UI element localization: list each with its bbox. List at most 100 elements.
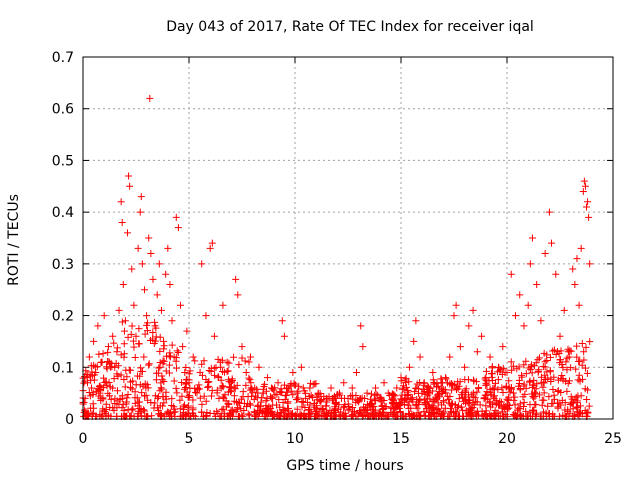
data-point: [533, 281, 541, 289]
data-point: [130, 301, 138, 309]
noise-point: [304, 398, 312, 406]
noise-point: [522, 384, 530, 392]
noise-point: [408, 394, 416, 402]
noise-point: [563, 387, 571, 395]
data-point: [524, 301, 532, 309]
noise-point: [471, 394, 479, 402]
noise-point: [377, 395, 385, 403]
data-point: [495, 363, 503, 371]
noise-point: [520, 380, 528, 388]
noise-point: [246, 411, 254, 419]
data-point: [149, 275, 157, 283]
noise-point: [520, 398, 528, 406]
noise-point: [211, 371, 219, 379]
data-point: [137, 193, 145, 201]
data-point: [319, 405, 327, 413]
noise-point: [140, 353, 148, 361]
noise-point: [421, 400, 429, 408]
noise-point: [526, 365, 534, 373]
data-point: [157, 306, 165, 314]
noise-point: [554, 399, 562, 407]
x-tick-labels: 0 5 10 15 20 25: [79, 431, 622, 447]
data-point: [528, 234, 536, 242]
data-point: [259, 389, 267, 397]
noise-point: [532, 359, 540, 367]
y-axis-label: ROTI / TECUs: [6, 194, 22, 286]
noise-point: [218, 382, 226, 390]
noise-point: [488, 363, 496, 371]
noise-point: [198, 360, 206, 368]
noise-point: [434, 382, 442, 390]
noise-point: [494, 385, 502, 393]
noise-point: [448, 400, 456, 408]
noise-point: [154, 404, 162, 412]
noise-point: [244, 393, 252, 401]
noise-point: [257, 406, 265, 414]
data-point: [405, 363, 413, 371]
noise-point: [121, 383, 129, 391]
noise-point: [152, 337, 160, 345]
noise-point: [573, 342, 581, 350]
data-point: [223, 358, 231, 366]
noise-point: [122, 366, 130, 374]
data-point: [206, 244, 214, 252]
data-point: [340, 379, 348, 387]
noise-point: [450, 380, 458, 388]
data-point: [503, 368, 511, 376]
noise-point: [263, 404, 271, 412]
noise-point: [550, 373, 558, 381]
noise-point: [341, 401, 349, 409]
noise-point: [421, 412, 429, 420]
noise-point: [253, 394, 261, 402]
data-point: [118, 218, 126, 226]
noise-point: [498, 370, 506, 378]
noise-point: [113, 404, 121, 412]
noise-point: [539, 383, 547, 391]
data-point: [425, 389, 433, 397]
noise-point: [225, 359, 233, 367]
data-point: [96, 389, 104, 397]
data-point: [251, 384, 259, 392]
data-point: [238, 343, 246, 351]
noise-point: [189, 404, 197, 412]
noise-point: [207, 367, 215, 375]
noise-point: [507, 358, 515, 366]
noise-point: [404, 401, 412, 409]
noise-point: [153, 369, 161, 377]
noise-point: [428, 401, 436, 409]
noise-point: [100, 374, 108, 382]
data-point: [306, 384, 314, 392]
x-tick-label: 10: [286, 431, 304, 447]
noise-point: [103, 358, 111, 365]
noise-point: [561, 406, 569, 414]
data-point: [569, 265, 577, 273]
noise-point: [173, 389, 181, 397]
data-point: [170, 353, 178, 361]
noise-point: [352, 391, 360, 399]
noise-point: [100, 384, 108, 392]
data-point: [151, 322, 159, 330]
noise-point: [160, 378, 168, 386]
noise-point: [102, 406, 110, 414]
noise-point: [514, 382, 522, 390]
noise-point: [257, 398, 265, 406]
noise-point: [152, 376, 160, 384]
noise-point: [423, 395, 431, 403]
noise-point: [332, 399, 340, 407]
noise-point: [129, 405, 137, 413]
noise-point: [430, 397, 438, 405]
noise-point: [137, 364, 145, 372]
noise-point: [403, 396, 411, 404]
noise-point: [95, 383, 103, 391]
noise-point: [88, 371, 96, 379]
noise-point: [455, 402, 463, 410]
noise-point: [237, 395, 245, 403]
noise-point: [114, 362, 122, 370]
noise-point: [110, 339, 118, 347]
data-point: [465, 322, 473, 330]
data-point: [227, 379, 235, 387]
noise-point: [89, 390, 97, 398]
noise-point: [132, 381, 140, 389]
noise-point: [388, 390, 396, 398]
noise-point: [349, 403, 357, 411]
